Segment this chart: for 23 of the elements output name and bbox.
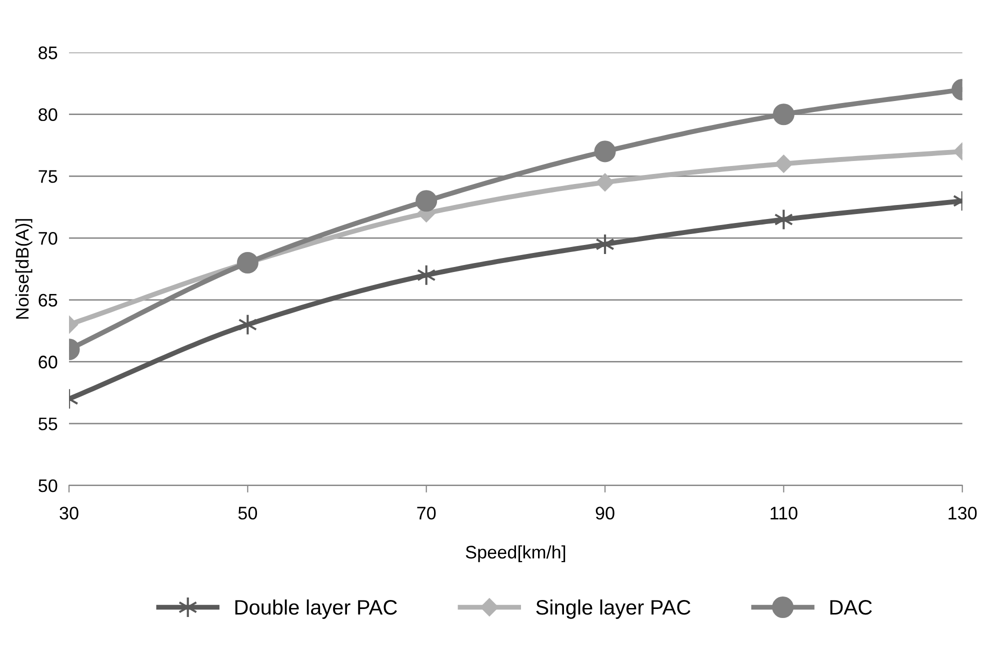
x-tick-label: 130 <box>948 506 977 520</box>
x-axis-title: Speed[km/h] <box>466 545 566 562</box>
x-tick-label: 50 <box>238 506 258 520</box>
y-tick-label: 85 <box>38 46 58 60</box>
y-tick-label: 80 <box>38 108 58 122</box>
legend-label: Double layer PAC <box>235 599 397 619</box>
y-tick-label: 60 <box>38 356 58 368</box>
point <box>596 173 614 192</box>
y-tick-label: 65 <box>38 294 58 307</box>
y-tick-label: 50 <box>38 479 58 492</box>
x-tick-label: 110 <box>770 506 798 520</box>
legend-label: Single layer PAC <box>536 599 690 619</box>
point <box>594 140 616 162</box>
y-axis-title: Noise[dB(A)] <box>15 219 32 319</box>
y-tick-label: 55 <box>38 418 58 430</box>
x-tick-label: 70 <box>417 506 436 520</box>
point <box>416 190 438 212</box>
y-tick-label: 75 <box>38 170 58 183</box>
y-tick-label: 70 <box>38 232 58 245</box>
point <box>416 264 436 286</box>
x-tick-label: 90 <box>596 506 614 520</box>
legend-label: DAC <box>830 600 872 615</box>
x-tick-label: 30 <box>60 506 78 520</box>
